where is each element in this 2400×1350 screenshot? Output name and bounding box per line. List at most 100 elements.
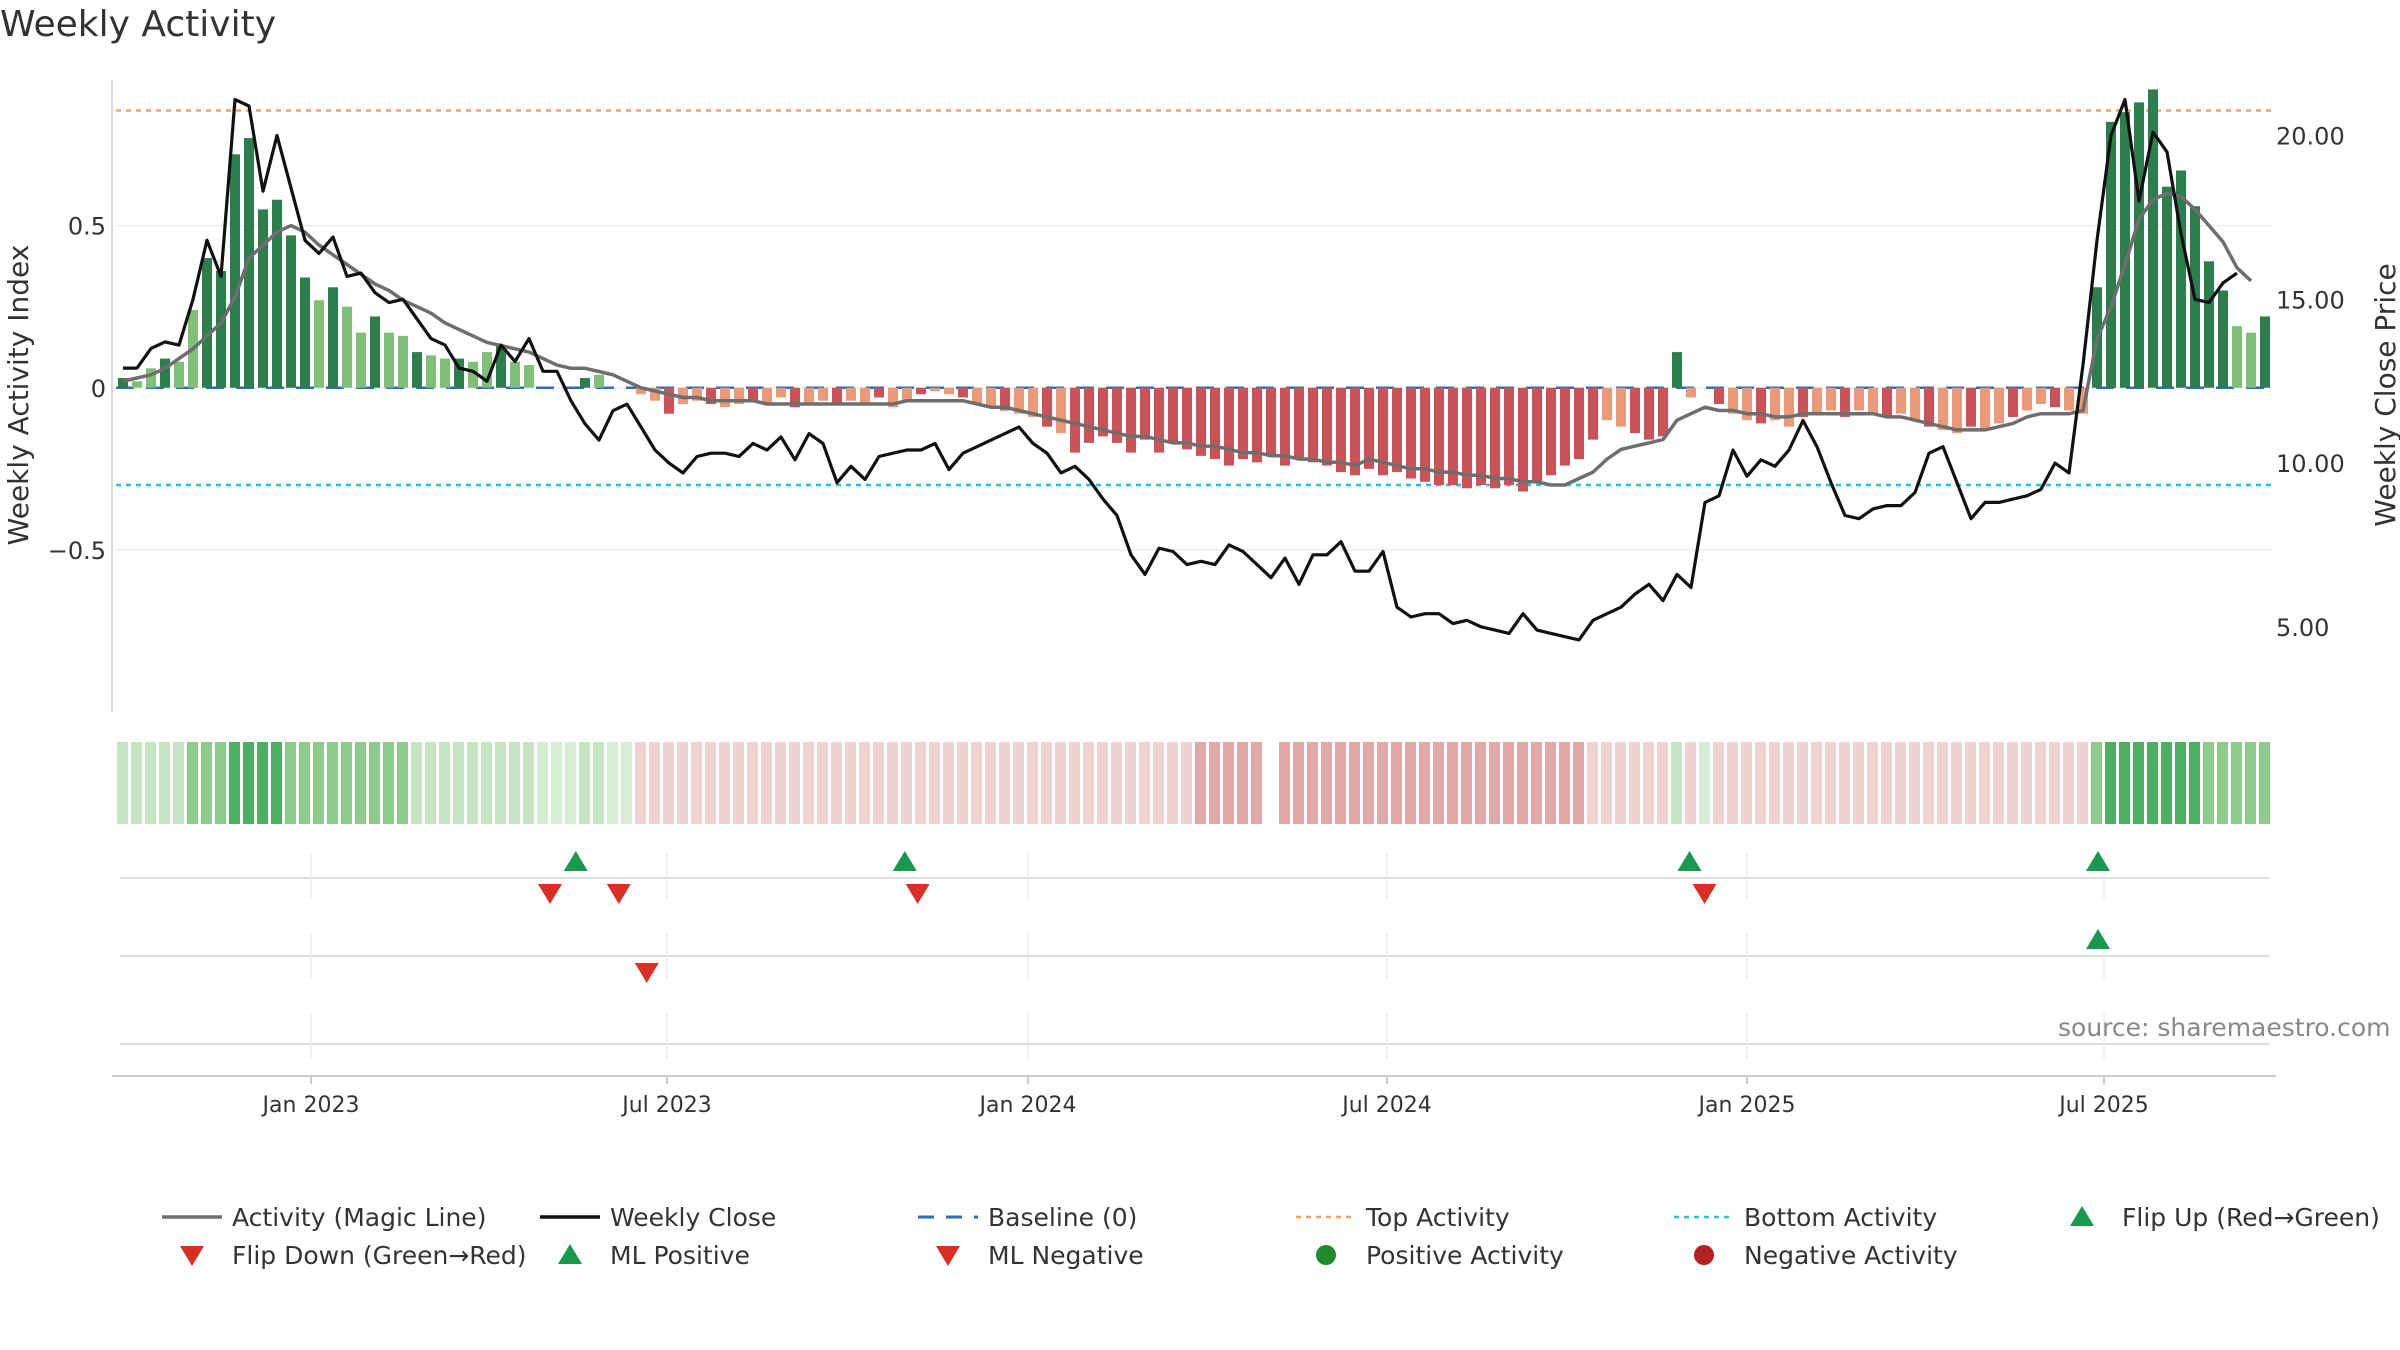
heat-strip-cell [803,742,814,824]
right-tick-label: 20.00 [2276,123,2345,151]
activity-bar [1797,387,1809,417]
activity-bar [1573,387,1585,460]
heat-strip-cell [1055,742,1066,824]
legend-label: Flip Up (Red→Green) [2122,1202,2380,1232]
heat-strip-cell [131,742,142,824]
heat-strip-cell [453,742,464,824]
activity-bar [985,387,997,408]
heat-strip-cell [1293,742,1304,824]
activity-bar [579,378,591,388]
activity-bar [957,387,969,398]
heat-strip-cell [1685,742,1696,824]
activity-bar [117,378,129,388]
activity-bar [663,387,675,414]
activity-bar [1881,387,1893,417]
activity-bar [1083,387,1095,443]
legend-swatch-bottom [1672,1200,1736,1234]
activity-bar [481,352,493,388]
heat-strip-cell [1209,742,1220,824]
heat-strip-cell [621,742,632,824]
signal-rows [112,851,2276,1077]
activity-bar [1503,387,1515,486]
activity-bar [1349,387,1361,476]
flip-up-marker [1677,851,1702,871]
heat-strip-cell [1587,742,1598,824]
heat-strip-cell [915,742,926,824]
heat-strip-cell [523,742,534,824]
heat-strip-cell [775,742,786,824]
heat-strip-cell [1601,742,1612,824]
heat-strip-cell [467,742,478,824]
heat-strip-cell [1783,742,1794,824]
heat-strip-cell [271,742,282,824]
heat-strip-cell [509,742,520,824]
activity-bar [229,154,241,388]
activity-bar [1335,387,1347,473]
heat-strip-cell [1349,742,1360,824]
heat-strip-cell [1279,742,1290,824]
heat-strip-cell [327,742,338,824]
legend-label: Bottom Activity [1744,1202,1938,1232]
flip-up-marker [892,851,917,871]
heat-strip-cell [887,742,898,824]
heat-strip-cell [831,742,842,824]
heat-strip-cell [1741,742,1752,824]
heat-strip-cell [1251,742,1262,824]
activity-bar [1671,352,1683,388]
activity-bar [747,387,759,401]
legend-label: Flip Down (Green→Red) [232,1240,527,1270]
heat-strip-cell [1223,742,1234,824]
activity-bar [2175,170,2187,388]
heat-strip-cell [229,742,240,824]
activity-bar [1811,387,1823,414]
flip-down-marker [905,884,930,904]
heat-strip-cell [1965,742,1976,824]
activity-bar [705,387,717,404]
legend-item-bottom: Bottom Activity [1672,1200,1937,1234]
heat-strip [117,742,2270,824]
activity-bar [201,258,213,388]
heat-strip-cell [1377,742,1388,824]
activity-bar [1783,387,1795,427]
activity-bar [803,387,815,404]
activity-bar [1839,387,1851,417]
activity-bar [719,387,731,408]
x-axis-ticks: Jan 2023 Jul 2023 Jan 2024 Jul 2024 Jan 2025… [261,1076,2149,1118]
activity-bar [145,368,157,388]
activity-bar [285,235,297,388]
activity-bar [859,387,871,404]
heat-strip-cell [1713,742,1724,824]
heat-strip-cell [2147,742,2158,824]
flip-down-marker [538,884,562,904]
heat-strip-cell [2245,742,2256,824]
activity-bar [1377,387,1389,476]
activity-bar [1965,387,1977,427]
heat-strip-cell [1335,742,1346,824]
heat-strip-cell [1671,742,1682,824]
legend-label: Activity (Magic Line) [232,1202,487,1232]
heat-strip-cell [607,742,618,824]
heat-strip-cell [299,742,310,824]
heat-strip-cell [1825,742,1836,824]
activity-bars [117,89,2271,492]
heat-strip-cell [1237,742,1248,824]
heat-strip-cell [677,742,688,824]
heat-strip-cell [719,742,730,824]
x-tick-label: Jul 2024 [1340,1093,1432,1118]
heat-strip-cell [397,742,408,824]
activity-bar [2105,121,2117,388]
legend-swatch-magic [160,1200,224,1234]
right-tick-label: 10.00 [2276,450,2345,478]
activity-bar [1867,387,1879,414]
heat-strip-cell [313,742,324,824]
heat-strip-cell [579,742,590,824]
heat-strip-cell [2189,742,2200,824]
heat-strip-cell [2161,742,2172,824]
heat-strip-cell [1363,742,1374,824]
activity-bar [943,387,955,395]
activity-bar [1615,387,1627,427]
heat-strip-cell [1867,742,1878,824]
activity-bar [1195,387,1207,456]
legend-item-posdot: Positive Activity [1294,1238,1564,1272]
heat-strip-cell [1097,742,1108,824]
